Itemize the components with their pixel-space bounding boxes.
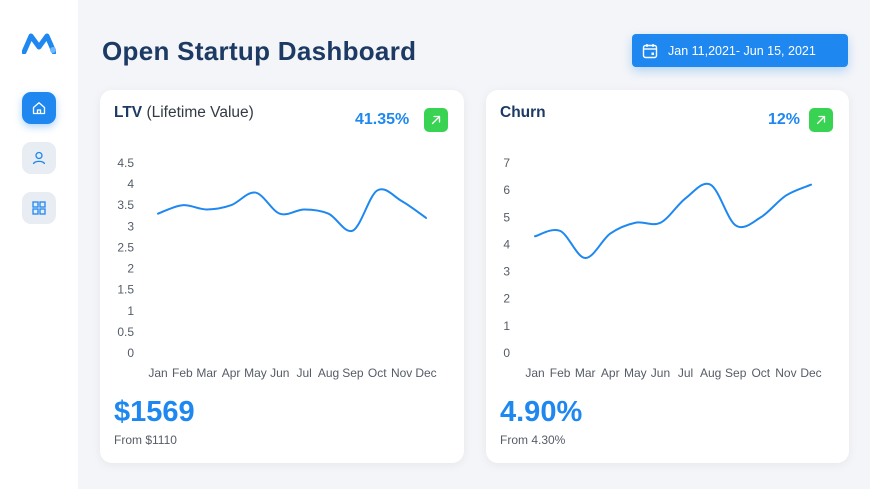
arrow-up-right-icon (431, 115, 441, 125)
ltv-x-tick-label: Jul (297, 366, 312, 380)
churn-x-tick-label: Sep (725, 366, 747, 380)
churn-y-tick-label: 3 (503, 265, 510, 279)
ltv-title-bold: LTV (114, 104, 143, 121)
ltv-y-tick-label: 1 (127, 304, 134, 318)
ltv-y-tick-label: 2 (127, 262, 134, 276)
ltv-y-tick-label: 3.5 (117, 198, 134, 212)
ltv-y-tick-label: 3 (127, 219, 134, 233)
ltv-x-tick-label: Sep (342, 366, 364, 380)
brand-logo-icon (22, 33, 56, 54)
churn-x-tick-label: Jan (525, 366, 544, 380)
ltv-x-tick-label: Mar (196, 366, 217, 380)
churn-x-tick-label: Dec (800, 366, 821, 380)
ltv-value: $1569 (114, 396, 195, 428)
ltv-y-tick-label: 1.5 (117, 283, 134, 297)
ltv-x-tick-label: Apr (222, 366, 241, 380)
churn-y-tick-label: 5 (503, 210, 510, 224)
ltv-x-tick-label: Dec (415, 366, 436, 380)
churn-x-tick-label: Oct (751, 366, 770, 380)
churn-x-tick-label: Apr (601, 366, 620, 380)
churn-change-percent: 12% (768, 111, 801, 128)
ltv-x-tick-label: May (244, 366, 267, 380)
churn-from: From 4.30% (500, 433, 566, 447)
churn-y-tick-label: 6 (503, 183, 510, 197)
ltv-card-title: LTV (Lifetime Value) (114, 104, 254, 122)
churn-card-title: Churn (500, 104, 546, 122)
churn-x-tick-label: Feb (550, 366, 571, 380)
churn-y-tick-label: 2 (503, 292, 510, 306)
date-range-button[interactable]: Jan 11,2021- Jun 15, 2021 (632, 34, 848, 67)
ltv-x-tick-label: Feb (172, 366, 193, 380)
ltv-change-percent: 41.35% (355, 111, 410, 128)
ltv-x-tick-label: Aug (318, 366, 339, 380)
churn-x-tick-label: Jul (678, 366, 693, 380)
arrow-up-right-icon (816, 115, 826, 125)
page-title: Open Startup Dashboard (102, 36, 417, 66)
calendar-icon (642, 43, 658, 58)
churn-x-tick-label: Aug (700, 366, 721, 380)
ltv-x-tick-label: Nov (391, 366, 412, 380)
churn-x-tick-label: Nov (775, 366, 796, 380)
ltv-y-tick-label: 0 (127, 346, 134, 360)
churn-title-bold: Churn (500, 104, 546, 121)
sidebar (0, 0, 78, 489)
ltv-title-sub: (Lifetime Value) (146, 104, 254, 121)
grid-icon (32, 201, 46, 215)
churn-y-tick-label: 7 (503, 156, 510, 170)
sidebar-item-home[interactable] (22, 92, 56, 124)
ltv-y-tick-label: 0.5 (117, 325, 134, 339)
date-range-label: Jan 11,2021- Jun 15, 2021 (668, 43, 816, 58)
ltv-chart: 0 0.5 1 1.5 2 2.5 3 3.5 4 4.5 Jan Feb Mar Apr May Jun Ju… (117, 156, 436, 380)
churn-card: Churn 12% 0 1 2 3 4 5 6 7 Jan Feb Mar Apr May Jun Jul A… (486, 90, 849, 463)
churn-y-tick-label: 1 (503, 319, 510, 333)
churn-x-tick-label: May (624, 366, 647, 380)
churn-series-line (534, 182, 812, 259)
churn-trend-button[interactable] (809, 108, 833, 132)
churn-x-tick-label: Mar (575, 366, 596, 380)
ltv-x-tick-label: Jan (148, 366, 167, 380)
ltv-card: LTV (Lifetime Value) 41.35% 0 0.5 1 1.5 2 2.5… (100, 90, 464, 463)
home-icon (32, 102, 46, 115)
churn-y-tick-label: 0 (503, 346, 510, 360)
sidebar-item-grid[interactable] (22, 192, 56, 224)
ltv-from: From $1110 (114, 433, 177, 447)
churn-x-tick-label: Jun (651, 366, 670, 380)
churn-chart: 0 1 2 3 4 5 6 7 Jan Feb Mar Apr May Jun Jul Aug Sep Oct No… (503, 156, 821, 380)
ltv-y-tick-label: 4.5 (117, 156, 134, 170)
ltv-series-line (157, 188, 427, 233)
sidebar-item-user[interactable] (22, 142, 56, 174)
ltv-y-tick-label: 2.5 (117, 240, 134, 254)
ltv-x-tick-label: Jun (270, 366, 289, 380)
ltv-y-tick-label: 4 (127, 177, 134, 191)
churn-y-tick-label: 4 (503, 237, 510, 251)
ltv-trend-button[interactable] (424, 108, 448, 132)
churn-value: 4.90% (500, 396, 583, 428)
ltv-x-tick-label: Oct (368, 366, 387, 380)
user-icon (32, 151, 46, 165)
